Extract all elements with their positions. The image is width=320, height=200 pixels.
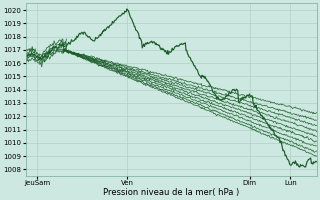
X-axis label: Pression niveau de la mer( hPa ): Pression niveau de la mer( hPa ) <box>103 188 239 197</box>
